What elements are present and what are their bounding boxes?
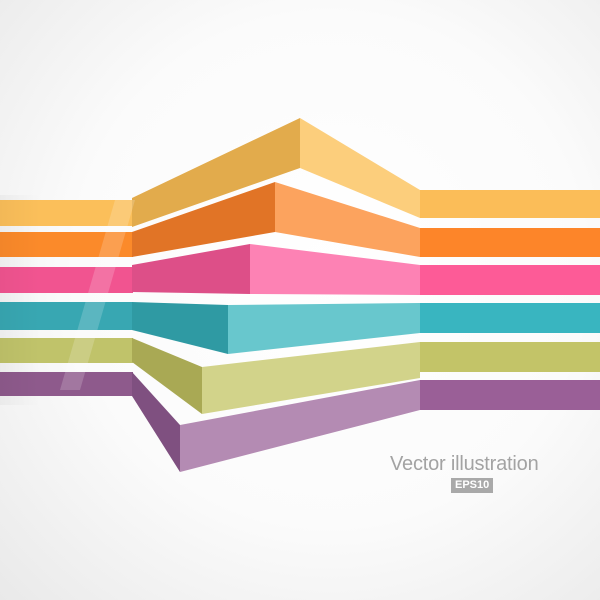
band-orange: [0, 182, 600, 257]
gloss-highlight: [60, 200, 135, 390]
band-purple: [0, 372, 600, 472]
band-yellow: [0, 118, 600, 227]
eps-badge: EPS10: [451, 478, 494, 493]
caption-text: Vector illustration: [390, 453, 539, 475]
left-shadow: [0, 195, 40, 405]
band-green: [0, 338, 600, 414]
